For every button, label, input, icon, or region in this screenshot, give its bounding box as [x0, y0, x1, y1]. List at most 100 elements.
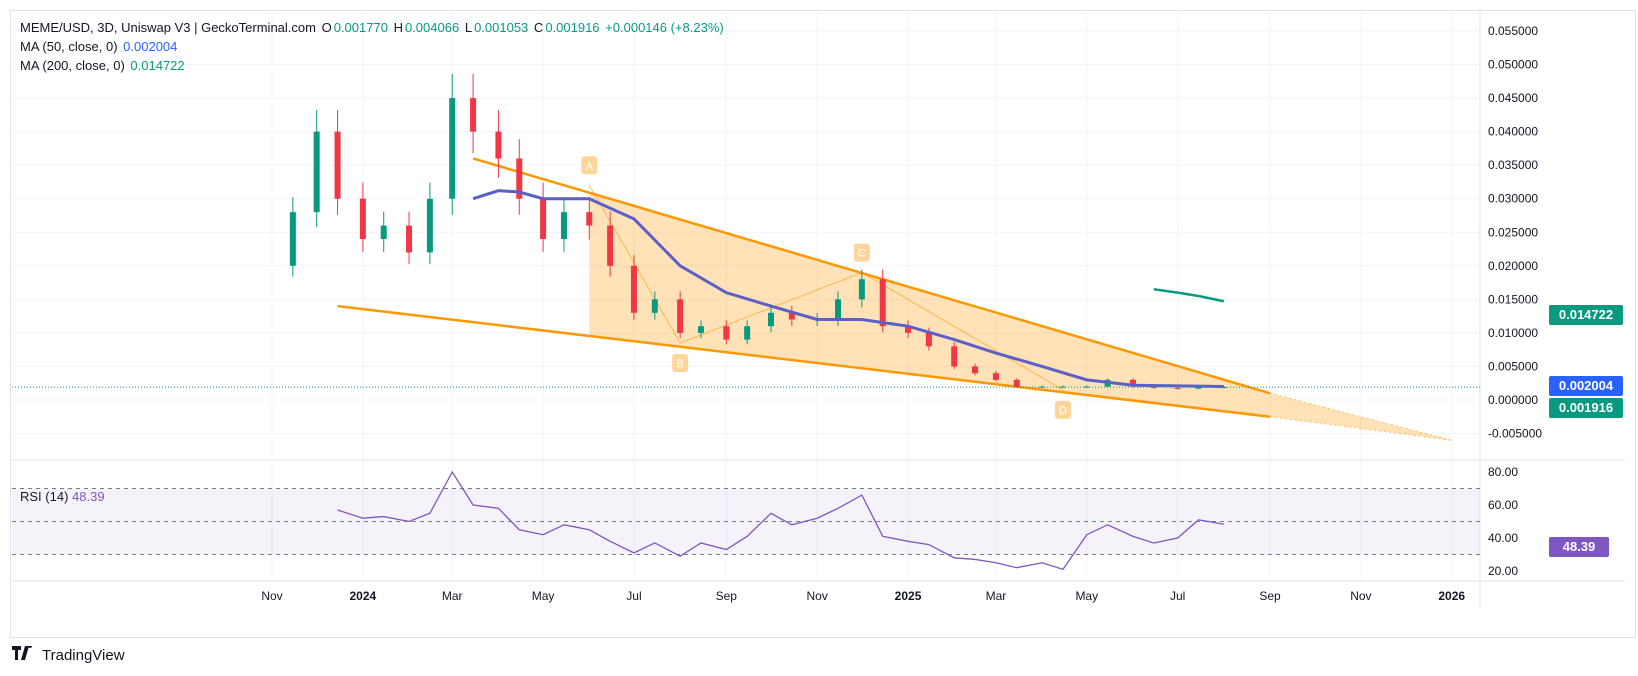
rsi-band-fill [12, 488, 1480, 555]
time-tick-label: 2025 [895, 589, 922, 603]
time-tick-label: Nov [1350, 589, 1371, 603]
price-tick-label: 0.050000 [1488, 58, 1538, 72]
candle-body [1150, 386, 1157, 388]
pattern-point-label: D [1059, 405, 1067, 417]
open-value: 0.001770 [333, 20, 388, 35]
time-tick-label: Mar [986, 589, 1007, 603]
ma200-legend[interactable]: MA (200, close, 0) 0.014722 [20, 57, 187, 75]
time-tick-label: 2024 [350, 589, 377, 603]
price-tick-label: 0.040000 [1488, 125, 1538, 139]
price-tick-label: 0.055000 [1488, 24, 1538, 38]
rsi-tick-label: 60.00 [1488, 498, 1518, 512]
price-tick-label: -0.005000 [1488, 427, 1542, 441]
candle-body [495, 131, 502, 159]
low-label: L [464, 20, 473, 35]
candle-body [951, 346, 958, 367]
footer-brand[interactable]: TradingView [12, 644, 125, 665]
rsi-label: RSI (14) [20, 489, 69, 504]
candle-body [586, 212, 593, 226]
symbol-legend: MEME/USD, 3D, Uniswap V3 | GeckoTerminal… [20, 19, 726, 37]
tradingview-logo-icon [12, 644, 36, 665]
price-tick-label: 0.045000 [1488, 91, 1538, 105]
rsi-badge: 48.39 [1549, 537, 1609, 557]
candle-body [1220, 387, 1227, 389]
high-value: 0.004066 [404, 20, 460, 35]
pattern-projection-top [1269, 392, 1452, 441]
candle-body [1174, 387, 1181, 389]
pattern-point-label: C [858, 248, 866, 260]
candle-body [516, 158, 523, 199]
time-tick-label: Sep [716, 589, 738, 603]
pattern-projection-bottom [1269, 416, 1452, 441]
candle-body [879, 279, 886, 327]
candle-body [334, 131, 341, 199]
pattern-point-badge [672, 353, 689, 372]
candle-body [651, 299, 658, 313]
rsi-tick-label: 80.00 [1488, 465, 1518, 479]
time-tick-label: Nov [261, 589, 282, 603]
candle-body [677, 299, 684, 333]
time-tick-label: 2026 [1438, 589, 1465, 603]
ma50-price-badge: 0.002004 [1549, 376, 1623, 396]
time-tick-label: May [532, 589, 555, 603]
rsi-value: 48.39 [72, 489, 105, 504]
change-value: +0.000146 (+8.23%) [605, 20, 724, 35]
pattern-point-badge [581, 156, 598, 175]
candle-body [470, 98, 477, 132]
price-tick-label: 0.035000 [1488, 158, 1538, 172]
candle-body [697, 326, 704, 333]
candle-body [1013, 379, 1020, 387]
high-label: H [393, 20, 403, 35]
symbol-title[interactable]: MEME/USD, 3D, Uniswap V3 | GeckoTerminal… [20, 20, 316, 35]
ma200-line [1153, 288, 1225, 303]
time-tick-label: May [1075, 589, 1098, 603]
time-tick-label: Nov [807, 589, 828, 603]
price-tick-label: 0.020000 [1488, 259, 1538, 273]
candle-body [723, 326, 730, 340]
rsi-legend[interactable]: RSI (14) 48.39 [20, 489, 105, 504]
price-tick-label: 0.005000 [1488, 359, 1538, 373]
pattern-point-badge [1054, 400, 1071, 419]
ma50-value: 0.002004 [123, 39, 178, 54]
pattern-point-label: B [676, 358, 683, 370]
brand-text: TradingView [42, 647, 125, 664]
candle-body [788, 312, 795, 320]
upper-trendline [472, 157, 1271, 395]
pattern-area [589, 192, 1452, 441]
candle-body [905, 326, 912, 333]
time-tick-label: Jul [626, 589, 641, 603]
ma50-label: MA (50, close, 0) [20, 39, 118, 54]
candle-body [630, 265, 637, 313]
price-tick-label: 0.030000 [1488, 192, 1538, 206]
time-tick-label: Sep [1259, 589, 1281, 603]
candle-body [449, 98, 456, 199]
candle-body [426, 198, 433, 253]
rsi-tick-label: 20.00 [1488, 564, 1518, 578]
candle-body [406, 225, 413, 253]
candle-body [560, 212, 567, 239]
candle-body [835, 299, 842, 320]
pattern-point-label: A [586, 160, 594, 172]
rsi-line [337, 470, 1224, 571]
candle-body [1195, 387, 1202, 389]
ma200-label: MA (200, close, 0) [20, 58, 125, 73]
lower-trendline [337, 304, 1271, 419]
price-tick-label: 0.015000 [1488, 292, 1538, 306]
candle-body [313, 131, 320, 213]
time-tick-label: Mar [442, 589, 463, 603]
candle-body [972, 366, 979, 374]
last-price-badge: 0.001916 [1549, 398, 1623, 418]
candle-body [744, 326, 751, 340]
chart-frame [10, 10, 1636, 638]
candle-body [359, 198, 366, 239]
rsi-tick-label: 40.00 [1488, 531, 1518, 545]
candle-body [380, 225, 387, 239]
open-label: O [321, 20, 332, 35]
candle-body [1039, 386, 1046, 388]
pattern-point-badge [853, 243, 870, 262]
price-tick-label: 0.010000 [1488, 326, 1538, 340]
price-tick-label: 0.025000 [1488, 225, 1538, 239]
ma50-legend[interactable]: MA (50, close, 0) 0.002004 [20, 38, 179, 56]
candle-body [992, 373, 999, 380]
